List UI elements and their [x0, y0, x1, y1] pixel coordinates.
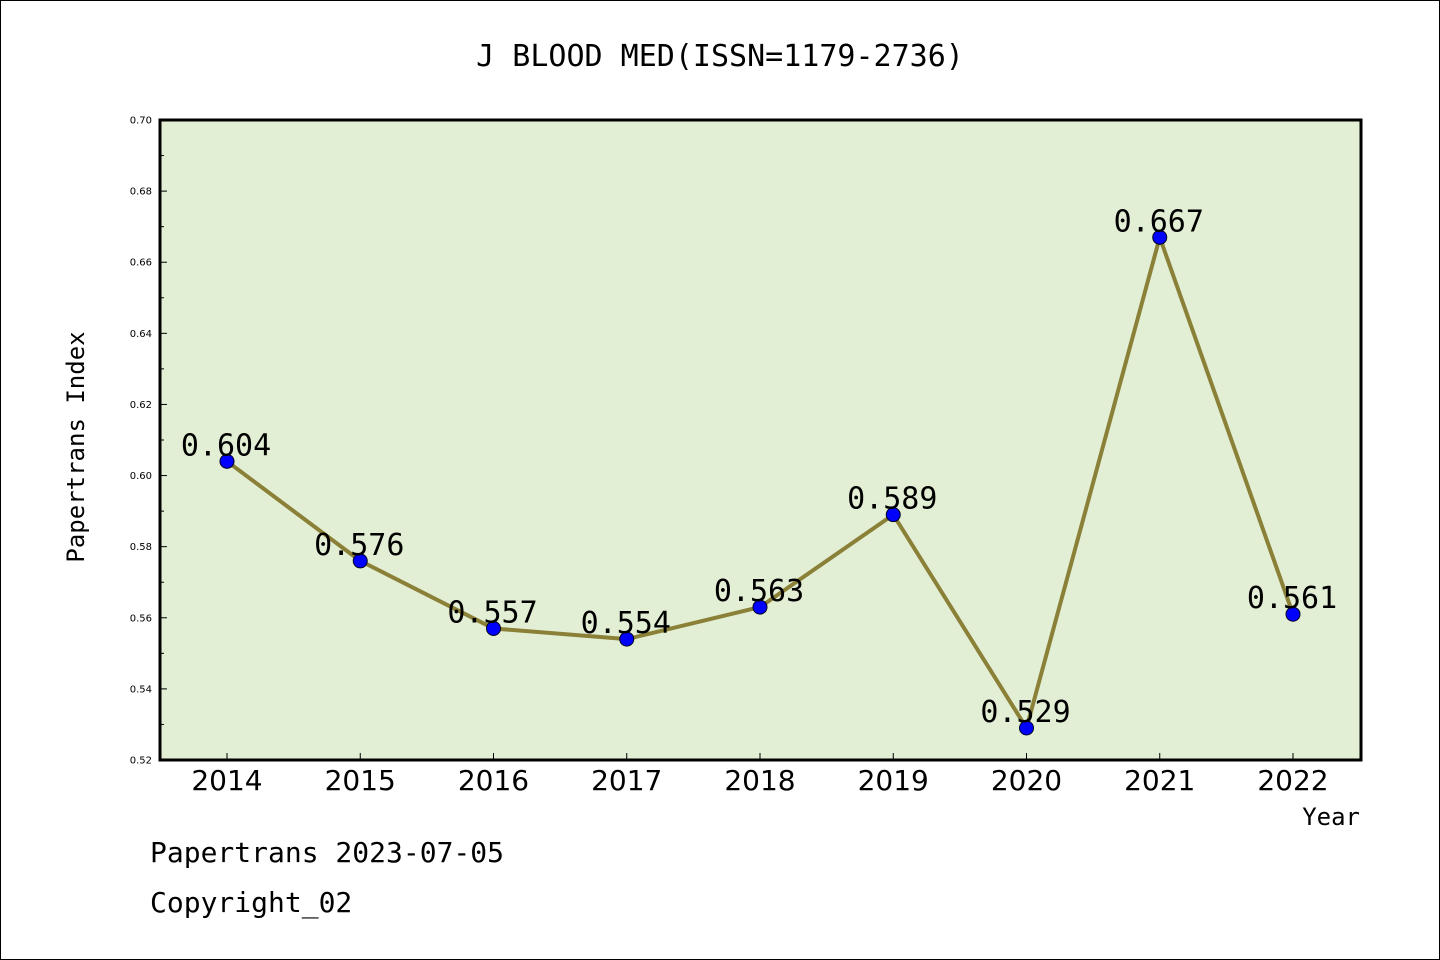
data-point-marker [1019, 720, 1034, 736]
data-label: 0.557 [447, 595, 537, 630]
y-tick-label: 0.52 [130, 756, 152, 767]
x-tick-label: 2014 [191, 764, 262, 797]
data-point-marker [1152, 229, 1168, 245]
y-tick-label: 0.60 [130, 471, 152, 482]
data-point-marker [219, 453, 235, 469]
y-tick-label: 0.56 [130, 613, 152, 624]
data-labels: 0.604 0.576 0.557 0.554 0.563 0.589 0.529 0.667… [181, 204, 1337, 730]
x-axis: 2014 2015 2016 2017 2018 2019 2020 2021 2022 [191, 753, 1329, 797]
x-axis-label: Year [1302, 803, 1360, 831]
data-point-marker [752, 599, 768, 615]
x-tick-label: 2019 [858, 764, 929, 797]
data-point-marker [1285, 606, 1301, 622]
y-tick-label: 0.66 [130, 258, 152, 269]
series-markers [219, 229, 1301, 736]
plot-border [158, 118, 1363, 762]
y-tick-label: 0.54 [130, 684, 152, 695]
x-tick-label: 2021 [1124, 764, 1195, 797]
data-label: 0.589 [847, 482, 937, 517]
x-tick-label: 2018 [724, 764, 795, 797]
y-tick-label: 0.58 [130, 542, 152, 553]
x-tick-label: 2017 [591, 764, 662, 797]
copyright-text: Copyright_02 [150, 886, 353, 919]
data-point-marker [885, 507, 901, 523]
x-tick-label: 2022 [1257, 764, 1328, 797]
y-tick-label: 0.68 [130, 187, 152, 198]
y-tick-label: 0.64 [130, 329, 152, 340]
source-date-text: Papertrans 2023-07-05 [150, 836, 505, 869]
data-label: 0.554 [581, 606, 671, 641]
y-tick-label: 0.62 [130, 400, 152, 411]
data-label: 0.667 [1114, 204, 1204, 239]
plot-area [160, 120, 1361, 760]
data-label: 0.561 [1247, 581, 1337, 616]
x-tick-label: 2020 [991, 764, 1062, 797]
data-label: 0.563 [714, 574, 804, 609]
x-tick-label: 2016 [458, 764, 529, 797]
chart-title: J BLOOD MED(ISSN=1179-2736) [476, 39, 964, 74]
data-label: 0.576 [314, 528, 404, 563]
data-label: 0.604 [181, 428, 271, 463]
x-tick-label: 2015 [325, 764, 396, 797]
data-point-marker [486, 620, 501, 636]
data-point-marker [619, 631, 635, 647]
y-tick-label: 0.70 [130, 116, 152, 127]
data-point-marker [352, 553, 368, 569]
data-label: 0.529 [980, 695, 1070, 730]
y-axis-label: Papertrans Index [62, 331, 90, 562]
